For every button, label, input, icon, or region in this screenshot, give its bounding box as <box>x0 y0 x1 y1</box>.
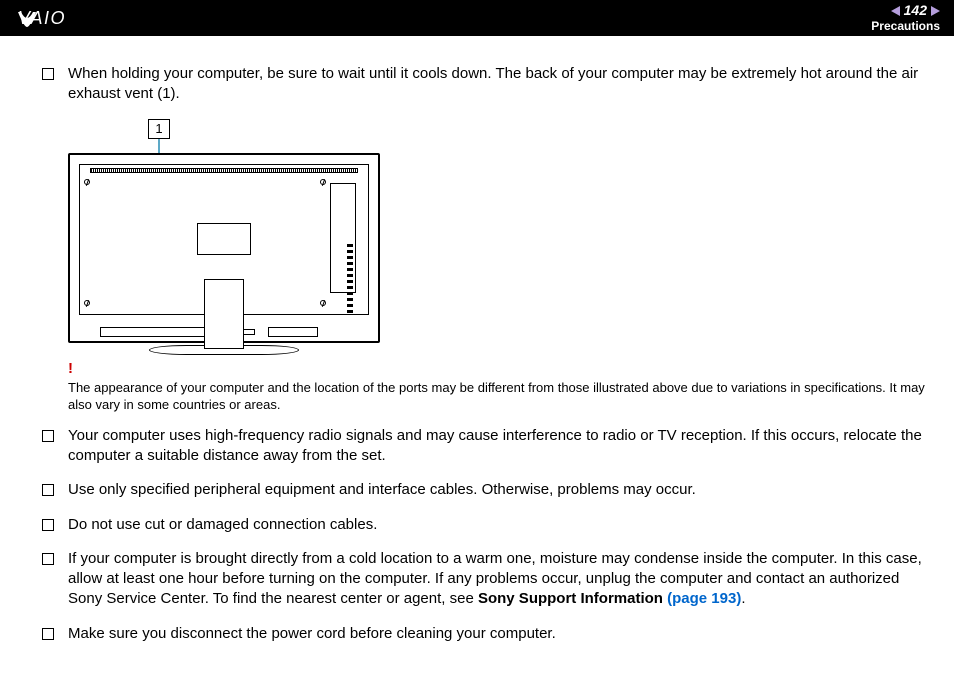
screw-icon <box>84 300 90 306</box>
list-item: Do not use cut or damaged connection cab… <box>40 515 926 535</box>
svg-text:VAIO: VAIO <box>18 9 66 27</box>
bullet-list: Your computer uses high-frequency radio … <box>40 426 926 644</box>
bottom-ports <box>268 327 318 337</box>
vaio-logo: VAIO <box>18 9 108 27</box>
list-item: Use only specified peripheral equipment … <box>40 480 926 500</box>
bullet-text: Your computer uses high-frequency radio … <box>68 427 922 464</box>
nav-next-icon[interactable] <box>931 6 940 16</box>
warning-note: ! The appearance of your computer and th… <box>68 359 926 414</box>
list-item: When holding your computer, be sure to w… <box>40 64 926 105</box>
page-nav: 142 <box>871 2 940 19</box>
computer-figure: 1 VAIO <box>68 119 388 343</box>
bullet-text-post: . <box>741 590 745 607</box>
screw-icon <box>84 179 90 185</box>
bullet-text: Do not use cut or damaged connection cab… <box>68 516 377 533</box>
stand-neck <box>204 279 244 349</box>
callout-number: 1 <box>148 119 170 139</box>
page-number: 142 <box>904 2 927 19</box>
port-strip <box>347 244 353 314</box>
list-item: Make sure you disconnect the power cord … <box>40 624 926 644</box>
bottom-ports <box>100 327 210 337</box>
list-item: If your computer is brought directly fro… <box>40 549 926 610</box>
header-right: 142 Precautions <box>871 2 940 33</box>
nav-prev-icon[interactable] <box>891 6 900 16</box>
page-link[interactable]: (page 193) <box>667 590 741 607</box>
list-item: Your computer uses high-frequency radio … <box>40 426 926 467</box>
callout-leader <box>158 139 160 153</box>
bullet-text: Make sure you disconnect the power cord … <box>68 625 556 642</box>
bullet-text-bold: Sony Support Information <box>478 590 667 607</box>
warning-icon: ! <box>68 359 926 379</box>
warning-text: The appearance of your computer and the … <box>68 380 925 412</box>
page-content: When holding your computer, be sure to w… <box>0 36 954 644</box>
stand-mount <box>197 223 251 255</box>
bullet-list: When holding your computer, be sure to w… <box>40 64 926 105</box>
side-panel <box>330 183 356 293</box>
screw-icon <box>320 179 326 185</box>
bullet-text: Use only specified peripheral equipment … <box>68 481 696 498</box>
exhaust-vent <box>90 168 358 173</box>
bullet-text: When holding your computer, be sure to w… <box>68 65 918 102</box>
screw-icon <box>320 300 326 306</box>
monitor-back-diagram: VAIO <box>68 153 380 343</box>
page-header: VAIO 142 Precautions <box>0 0 954 36</box>
section-label: Precautions <box>871 19 940 33</box>
